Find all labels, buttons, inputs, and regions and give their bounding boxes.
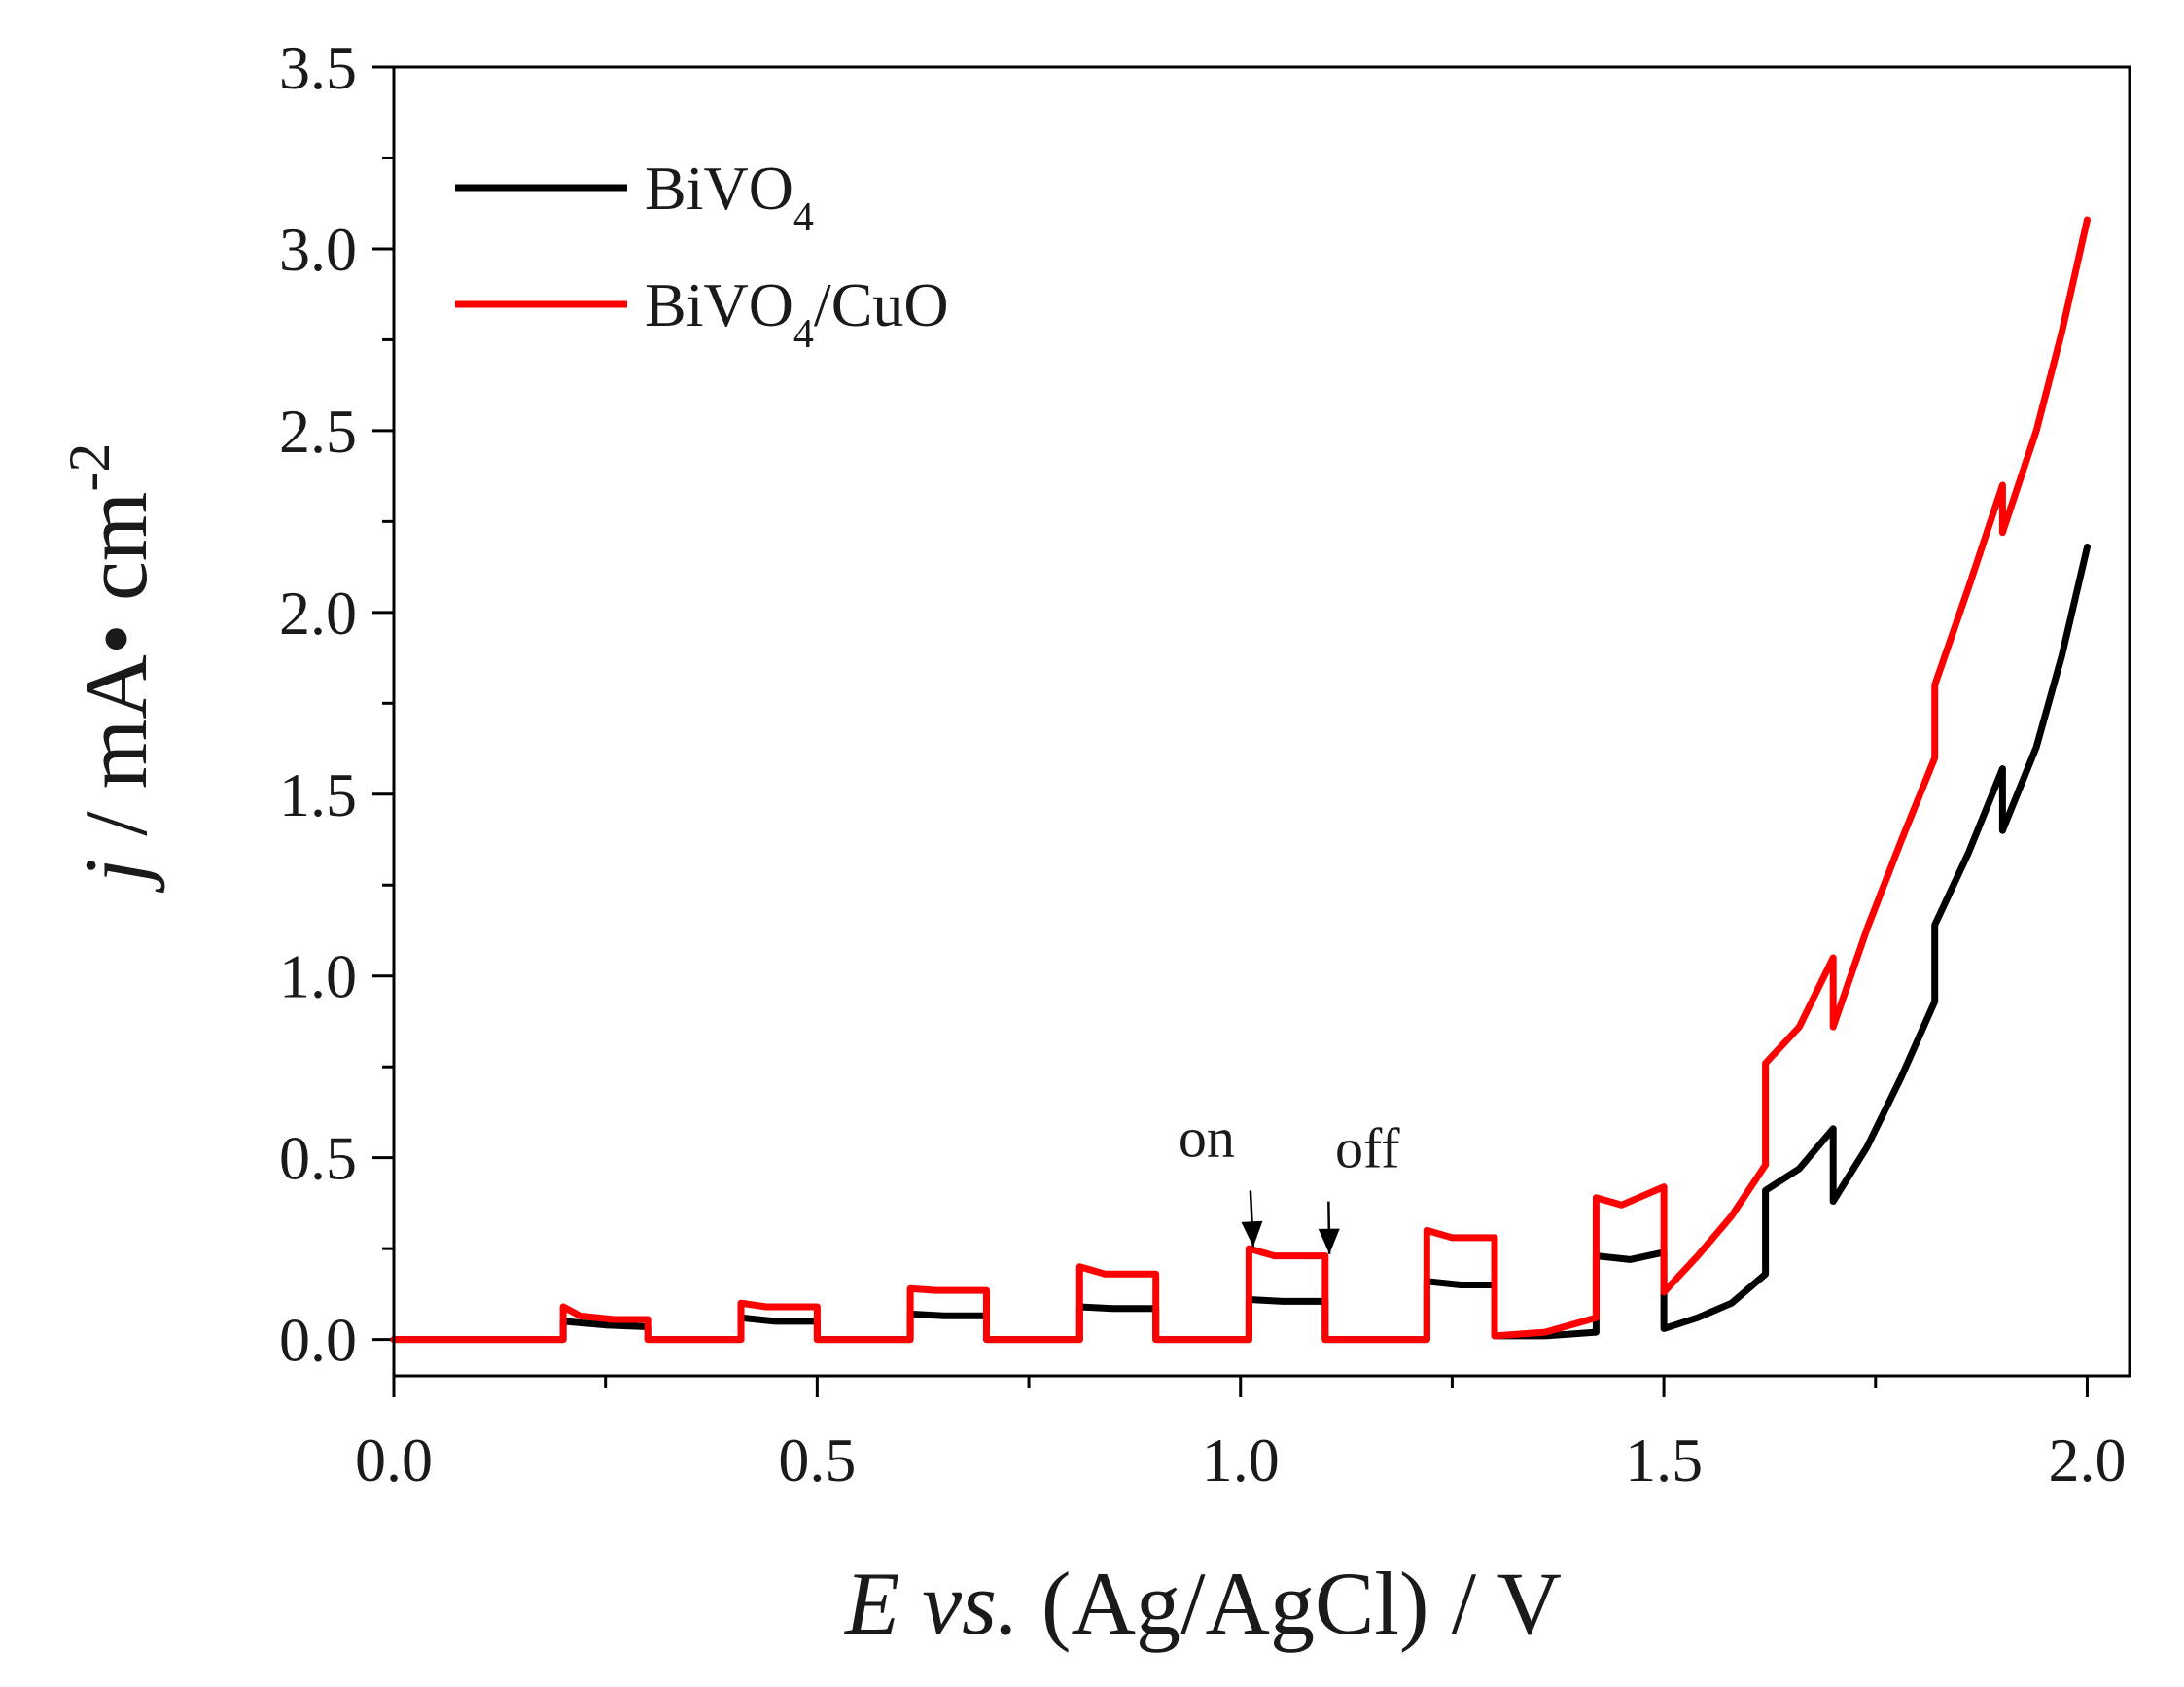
y-tick-label: 0.0 bbox=[279, 1306, 357, 1375]
y-tick-label: 0.5 bbox=[279, 1124, 357, 1193]
legend-label-bivo4: BiVO4 bbox=[645, 154, 814, 240]
y-tick-label: 2.5 bbox=[279, 397, 357, 466]
x-tick-label: 2.0 bbox=[2048, 1425, 2126, 1494]
annotation-arrow-head bbox=[1318, 1228, 1340, 1254]
y-tick-label: 3.0 bbox=[279, 215, 357, 284]
x-axis-title: E vs. (Ag/AgCl) / V bbox=[843, 1554, 1562, 1653]
annotation-on: on bbox=[1179, 1106, 1235, 1169]
x-tick-label: 1.5 bbox=[1625, 1425, 1703, 1494]
annotations: on off bbox=[1179, 1106, 1400, 1254]
legend: BiVO4 BiVO4/CuO bbox=[455, 154, 949, 357]
annotation-arrow-head bbox=[1241, 1220, 1263, 1248]
series-line-bivo4 bbox=[390, 544, 2091, 1344]
series-layer bbox=[390, 216, 2091, 1344]
tick-marks bbox=[372, 65, 2089, 1397]
series-line-bivo4-cuo bbox=[390, 216, 2091, 1344]
x-tick-label: 0.5 bbox=[778, 1425, 856, 1494]
legend-label-bivo4-cuo: BiVO4/CuO bbox=[645, 270, 949, 357]
y-tick-label: 2.0 bbox=[279, 579, 357, 648]
y-axis-title: j / mA• cm-2 bbox=[57, 443, 165, 894]
y-tick-label: 3.5 bbox=[279, 33, 357, 102]
annotation-off: off bbox=[1335, 1117, 1400, 1180]
y-tick-label: 1.5 bbox=[279, 760, 357, 829]
plot-frame bbox=[392, 65, 2131, 1378]
tick-labels: 0.0 0.5 1.0 1.5 2.0 0.0 0.5 1.0 1.5 2.0 2.5 3.0 3.5 bbox=[279, 33, 2126, 1494]
x-tick-label: 1.0 bbox=[1202, 1425, 1280, 1494]
x-tick-label: 0.0 bbox=[355, 1425, 433, 1494]
y-tick-label: 1.0 bbox=[279, 942, 357, 1011]
